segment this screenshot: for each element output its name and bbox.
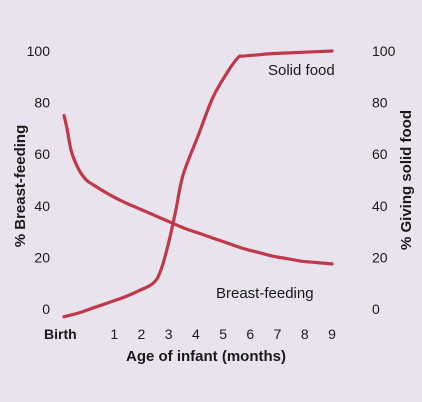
series-label-solid-food: Solid food [268,62,335,79]
right-y-tick-label: 80 [372,95,388,111]
right-y-axis: 0 20 40 60 80 100 [372,43,396,317]
left-y-tick-label: 20 [34,249,50,265]
left-y-tick-label: 60 [34,146,50,162]
left-y-axis: 0 20 40 60 80 100 [27,43,51,317]
x-tick-label: 8 [301,326,309,342]
x-tick-label: 9 [328,326,336,342]
right-y-tick-label: 20 [372,249,388,265]
left-y-tick-label: 80 [34,95,50,111]
x-tick-label: 6 [246,326,254,342]
right-y-tick-label: 40 [372,198,388,214]
left-y-tick-label: 0 [42,301,50,317]
series-label-breast-feeding: Breast-feeding [216,285,314,302]
right-y-tick-label: 60 [372,146,388,162]
x-tick-label: 4 [192,326,200,342]
right-y-tick-label: 0 [372,301,380,317]
x-axis-title: Age of infant (months) [126,348,286,365]
x-tick-label: Birth [44,326,77,342]
series-line-solid-food [62,49,334,319]
right-y-axis-title: % Giving solid food [398,110,415,250]
left-y-tick-label: 40 [34,198,50,214]
series-line-breast-feeding [62,113,334,266]
series-lines [62,49,334,319]
left-y-axis-title: % Breast-feeding [12,125,29,248]
right-y-tick-label: 100 [372,43,396,59]
x-tick-label: 5 [219,326,227,342]
x-tick-label: 7 [274,326,282,342]
x-tick-label: 1 [110,326,118,342]
x-axis: Birth 1 2 3 4 5 6 7 8 9 [44,326,336,342]
x-tick-label: 3 [165,326,173,342]
left-y-tick-label: 100 [27,43,51,59]
x-tick-label: 2 [138,326,146,342]
